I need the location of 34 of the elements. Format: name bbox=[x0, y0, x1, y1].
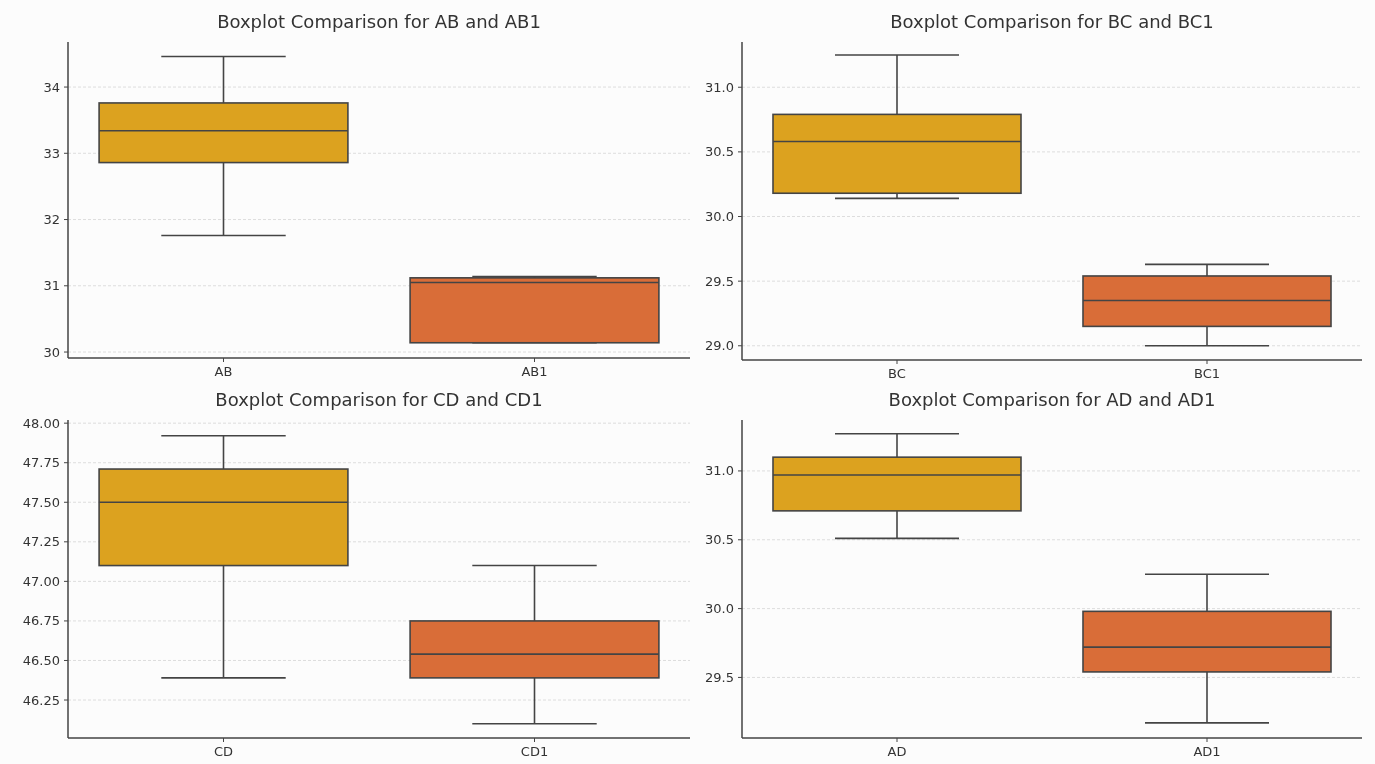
y-tick-label: 30.5 bbox=[705, 144, 734, 160]
y-tick-label: 47.75 bbox=[22, 455, 60, 471]
y-tick-label: 46.75 bbox=[22, 613, 60, 629]
chart-title: Boxplot Comparison for BC and BC1 bbox=[890, 11, 1214, 32]
y-tick-label: 31.0 bbox=[705, 463, 734, 479]
y-tick-label: 34 bbox=[43, 79, 60, 95]
y-tick-label: 33 bbox=[43, 145, 60, 161]
x-tick-label: CD bbox=[213, 744, 234, 759]
chart-title: Boxplot Comparison for AD and AD1 bbox=[888, 389, 1216, 410]
y-tick-label: 30 bbox=[43, 344, 60, 360]
y-tick-label: 47.25 bbox=[22, 534, 60, 550]
y-tick-label: 47.50 bbox=[22, 494, 60, 510]
x-tick-label: AB bbox=[214, 364, 233, 379]
x-tick-label: AB1 bbox=[521, 364, 548, 379]
x-tick-label: BC bbox=[888, 366, 906, 381]
y-tick-label: 31 bbox=[43, 278, 60, 294]
y-tick-label: 30.5 bbox=[705, 532, 734, 548]
y-tick-label: 30.0 bbox=[705, 601, 734, 617]
y-tick-label: 31.0 bbox=[705, 79, 734, 95]
y-tick-label: 29.5 bbox=[705, 273, 734, 289]
y-tick-label: 48.00 bbox=[22, 415, 60, 431]
y-tick-label: 30.0 bbox=[705, 209, 734, 225]
x-tick-label: CD1 bbox=[520, 744, 549, 759]
y-tick-label: 46.25 bbox=[22, 692, 60, 708]
x-tick-label: BC1 bbox=[1193, 366, 1221, 381]
x-tick-label: AD bbox=[887, 744, 907, 759]
y-tick-label: 32 bbox=[43, 212, 60, 228]
y-tick-label: 46.50 bbox=[22, 653, 60, 669]
y-tick-label: 29.0 bbox=[705, 338, 734, 354]
chart-title: Boxplot Comparison for AB and AB1 bbox=[217, 11, 541, 32]
x-tick-label: AD1 bbox=[1193, 744, 1221, 759]
y-tick-label: 29.5 bbox=[705, 669, 734, 685]
y-tick-label: 47.00 bbox=[22, 573, 60, 589]
chart-title: Boxplot Comparison for CD and CD1 bbox=[215, 389, 543, 410]
